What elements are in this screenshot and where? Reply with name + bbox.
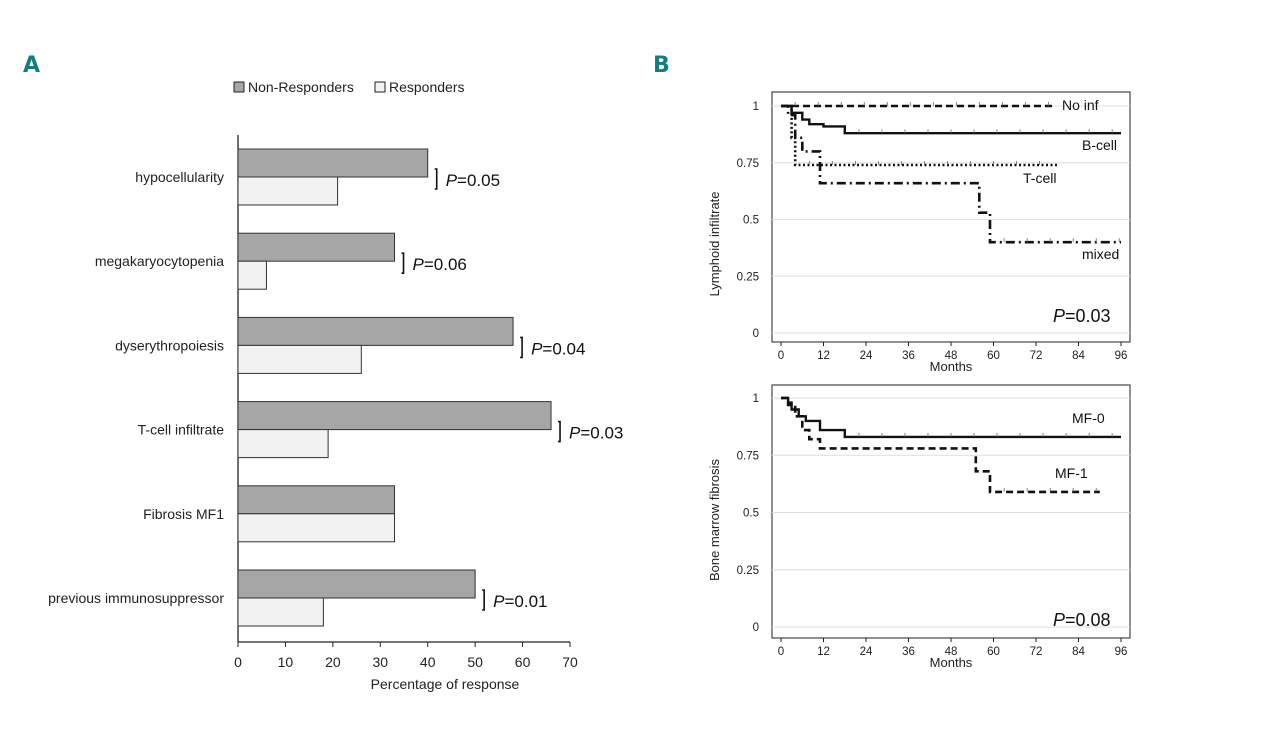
p-value-label: P=0.05 [446,171,500,190]
x-tick-label: 20 [325,654,341,670]
category-label: dyserythropoiesis [115,337,224,353]
km-curve-t-cell [781,104,1058,167]
curve-label-b-cell: B-cell [1082,137,1117,153]
km-curve-b-cell [781,104,1121,135]
y-axis-title-fibrosis: Bone marrow fibrosis [707,458,722,581]
km-plot-fibrosis: Bone marrow fibrosis Months 0 0.25 0.5 0.75… [707,384,1131,670]
legend-swatch-responders [374,81,386,93]
x-tick-label: 72 [1030,646,1043,658]
x-tick-label: 48 [945,350,958,362]
x-tick-label: 60 [987,350,1000,362]
y-tick-label: 1 [753,101,759,113]
p-value-label: P=0.06 [413,255,467,274]
bar-non-responders [237,232,396,262]
x-tick-label: 36 [902,350,915,362]
y-tick-label: 0.75 [737,450,759,462]
significance-bracket [558,420,561,443]
y-tick-label: 0.75 [737,158,759,170]
y-tick-label: 0 [753,622,759,634]
y-tick-label: 1 [753,393,759,405]
x-tick-label: 0 [234,654,242,670]
y-tick-label: 0.25 [737,565,759,577]
y-tick-label: 0.5 [743,508,759,520]
x-tick-label: 30 [372,654,388,670]
legend-label-responders: Responders [389,79,465,95]
x-tick-label: 24 [860,646,873,658]
x-tick-label: 12 [817,350,830,362]
significance-bracket [520,336,523,359]
km-plot-lymphoid: Lymphoid infiltrate Months 0 0.25 0.5 0.75 1… [707,91,1131,374]
bar-responders [237,344,362,374]
x-tick-label: 12 [817,646,830,658]
curve-label-mf-0: MF-0 [1072,410,1105,426]
panel-a-letter: A [23,53,40,78]
curve-label-mixed: mixed [1082,246,1119,262]
p-value-label: P=0.03 [569,424,623,443]
legend-label-non-responders: Non-Responders [248,79,354,95]
bar-responders [237,429,329,459]
x-tick-label: 70 [562,654,578,670]
p-value-top: P=0.03 [1053,306,1111,326]
x-tick-label: 50 [467,654,483,670]
p-value-label: P=0.04 [531,339,585,358]
km-curve-mf-0 [781,396,1121,439]
km-curve-mf-1 [781,396,1100,494]
bar-non-responders [237,401,552,431]
bar-responders [237,176,339,206]
bar-non-responders [237,316,514,346]
curve-label-no-inf: No inf [1062,97,1099,113]
category-label: hypocellularity [135,169,224,185]
category-label: previous immunosuppressor [48,590,224,606]
significance-bracket [401,252,405,274]
legend-swatch-non-responders [233,81,245,93]
y-axis-title-lymphoid: Lymphoid infiltrate [707,191,722,296]
curve-label-mf-1: MF-1 [1055,465,1088,481]
category-label: megakaryocytopenia [95,253,224,269]
p-value-label: P=0.01 [493,592,547,611]
x-tick-label: 48 [945,646,958,658]
bar-responders [237,597,324,627]
x-tick-label: 36 [902,646,915,658]
x-tick-label: 40 [420,654,436,670]
bar-non-responders [237,485,396,515]
curve-label-t-cell: T-cell [1023,170,1056,186]
bar-non-responders [237,569,476,599]
x-tick-label: 0 [778,646,784,658]
x-tick-label: 10 [278,654,294,670]
x-axis-title-months-top: Months [930,359,973,374]
x-tick-label: 0 [778,350,784,362]
significance-bracket [434,168,438,190]
bar-responders [237,260,267,290]
panel-b-letter: B [653,53,670,78]
bar-chart: Non-Responders Responders 0 10 20 30 40 50 60 7… [48,79,623,692]
x-tick-label: 24 [860,350,873,362]
x-axis-title: Percentage of response [371,676,520,692]
x-tick-label: 84 [1072,646,1085,658]
bar-responders [237,513,396,543]
y-tick-label: 0 [753,328,759,340]
y-tick-label: 0.25 [737,271,759,283]
category-label: T-cell infiltrate [138,422,225,438]
x-tick-label: 84 [1072,350,1085,362]
x-tick-label: 96 [1115,646,1128,658]
p-value-bottom: P=0.08 [1053,610,1111,630]
x-tick-label: 60 [987,646,1000,658]
bar-non-responders [237,148,429,178]
x-tick-label: 60 [515,654,531,670]
category-label: Fibrosis MF1 [143,506,224,522]
y-tick-label: 0.5 [743,215,759,227]
x-tick-label: 96 [1115,350,1128,362]
significance-bracket [482,589,485,611]
x-axis-title-months-bottom: Months [930,655,973,670]
x-tick-label: 72 [1030,350,1043,362]
